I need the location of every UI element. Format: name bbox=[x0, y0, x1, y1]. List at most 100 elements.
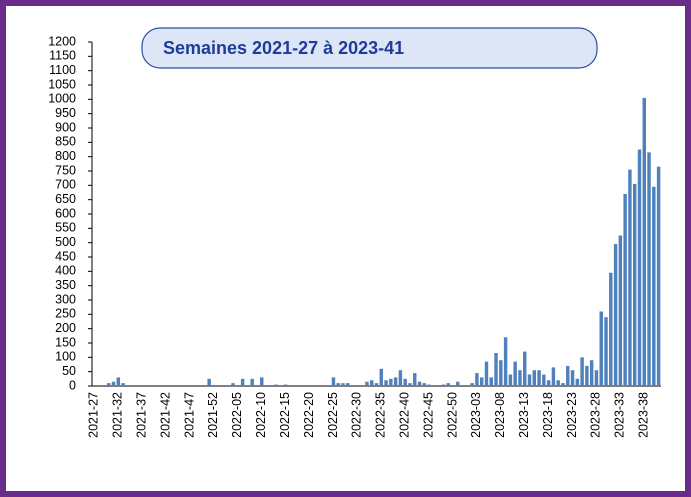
bar bbox=[647, 152, 651, 386]
bar bbox=[518, 370, 522, 386]
bar bbox=[283, 384, 288, 386]
bar bbox=[250, 378, 254, 386]
y-tick-label: 750 bbox=[55, 163, 76, 177]
bar bbox=[417, 381, 422, 386]
bar bbox=[566, 365, 570, 386]
y-tick-label: 650 bbox=[55, 192, 76, 206]
y-tick-label: 950 bbox=[55, 106, 76, 120]
y-tick-label: 1100 bbox=[49, 63, 76, 77]
y-tick-label: 250 bbox=[55, 307, 76, 321]
bar bbox=[580, 357, 584, 386]
y-tick-label: 900 bbox=[55, 120, 76, 134]
x-tick-label: 2023-23 bbox=[565, 392, 579, 438]
bar bbox=[121, 383, 125, 386]
y-tick-label: 500 bbox=[55, 235, 76, 249]
bar bbox=[575, 378, 580, 386]
bar bbox=[537, 370, 541, 386]
y-tick-label: 800 bbox=[55, 149, 76, 163]
bar bbox=[331, 377, 336, 386]
bar bbox=[260, 377, 264, 386]
bar bbox=[542, 374, 546, 386]
y-tick-label: 400 bbox=[55, 264, 76, 278]
bar bbox=[207, 378, 211, 386]
bar bbox=[503, 337, 508, 386]
bar bbox=[628, 169, 632, 386]
bar bbox=[561, 383, 565, 386]
bar bbox=[398, 370, 403, 386]
bar bbox=[379, 368, 384, 386]
bar bbox=[585, 365, 589, 386]
y-tick-label: 450 bbox=[55, 249, 76, 263]
bar bbox=[274, 384, 278, 386]
title-box bbox=[141, 27, 598, 69]
x-tick-label: 2021-37 bbox=[135, 392, 149, 438]
bar bbox=[389, 378, 393, 386]
bar bbox=[369, 380, 374, 386]
bar bbox=[111, 381, 116, 386]
y-tick-label: 350 bbox=[55, 278, 76, 292]
y-tick-label: 1200 bbox=[48, 34, 76, 48]
bar bbox=[499, 360, 503, 386]
bar bbox=[556, 380, 560, 386]
bar bbox=[107, 383, 111, 386]
bar bbox=[446, 383, 450, 386]
x-tick-label: 2023-13 bbox=[517, 392, 531, 438]
bar bbox=[532, 370, 537, 386]
bar bbox=[494, 353, 498, 386]
x-tick-label: 2022-15 bbox=[278, 392, 292, 438]
y-tick-label: 550 bbox=[55, 221, 76, 235]
bar bbox=[374, 383, 379, 386]
y-tick-label: 1050 bbox=[48, 77, 76, 91]
bar bbox=[642, 97, 646, 387]
bar bbox=[341, 383, 345, 386]
y-tick-label: 1150 bbox=[49, 49, 76, 63]
x-tick-label: 2021-52 bbox=[206, 392, 220, 438]
y-tick-label: 50 bbox=[62, 364, 76, 378]
bar bbox=[479, 377, 484, 386]
bar bbox=[336, 383, 340, 386]
bar bbox=[570, 370, 575, 386]
bar bbox=[632, 183, 637, 386]
y-tick-label: 200 bbox=[55, 321, 76, 335]
x-tick-label: 2021-32 bbox=[111, 392, 125, 438]
x-tick-label: 2022-35 bbox=[374, 392, 388, 438]
bar bbox=[240, 378, 245, 386]
x-tick-label: 2022-40 bbox=[397, 392, 411, 438]
x-tick-label: 2022-05 bbox=[230, 392, 244, 438]
bar bbox=[523, 351, 527, 386]
bar bbox=[594, 370, 599, 386]
bar bbox=[527, 374, 532, 386]
y-tick-label: 300 bbox=[55, 292, 76, 306]
bar bbox=[489, 377, 493, 386]
y-tick-label: 150 bbox=[55, 335, 76, 349]
bar bbox=[604, 317, 608, 386]
bar bbox=[403, 378, 407, 386]
bar bbox=[427, 384, 431, 386]
bar bbox=[422, 383, 427, 386]
x-tick-label: 2022-45 bbox=[421, 392, 435, 438]
y-tick-label: 100 bbox=[55, 350, 76, 364]
bar bbox=[470, 383, 474, 386]
y-tick-label: 1000 bbox=[48, 92, 76, 106]
x-tick-label: 2022-20 bbox=[302, 392, 316, 438]
x-tick-label: 2023-08 bbox=[493, 392, 507, 438]
bar bbox=[551, 367, 556, 386]
bar bbox=[513, 361, 517, 386]
bar bbox=[618, 235, 623, 386]
bar bbox=[484, 361, 489, 386]
bar bbox=[508, 374, 513, 386]
bar bbox=[609, 272, 613, 386]
bar bbox=[652, 186, 656, 386]
x-tick-label: 2022-25 bbox=[326, 392, 340, 438]
bar bbox=[346, 383, 350, 386]
x-tick-label: 2021-27 bbox=[87, 392, 101, 438]
x-tick-label: 2023-28 bbox=[589, 392, 603, 438]
x-tick-label: 2022-10 bbox=[254, 392, 268, 438]
bar bbox=[599, 311, 603, 386]
chart-title: Semaines 2021-27 à 2023-41 bbox=[163, 38, 404, 58]
bar bbox=[408, 383, 412, 386]
bar bbox=[441, 384, 446, 386]
y-tick-label: 0 bbox=[69, 378, 76, 392]
bar bbox=[546, 380, 551, 386]
